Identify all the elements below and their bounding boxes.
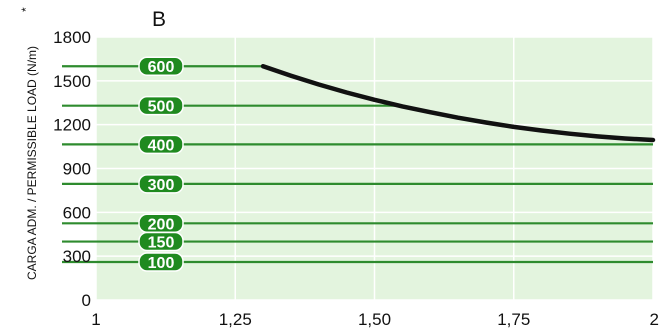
y-tick-label: 900	[63, 160, 91, 179]
y-tick-label: 600	[63, 203, 91, 222]
y-tick-label: 1200	[53, 116, 91, 135]
x-tick-label: 1,50	[358, 310, 391, 329]
reference-label-400: 400	[148, 137, 175, 154]
y-tick-label: 1500	[53, 72, 91, 91]
y-tick-label: 0	[82, 291, 91, 310]
reference-label-500: 500	[148, 99, 175, 116]
reference-label-pill	[138, 174, 184, 194]
load-curve	[260, 63, 656, 143]
y-tick-label: 300	[63, 247, 91, 266]
reference-label-pill	[138, 134, 184, 155]
reference-label-pill	[138, 252, 184, 272]
reference-label-pill	[138, 231, 184, 252]
y-axis-label: CARGA ADM. / PERMISSIBLE LOAD (N/m)	[25, 46, 39, 280]
reference-label-100: 100	[148, 255, 175, 272]
reference-label-150: 150	[148, 235, 175, 252]
x-tick-label: 1,75	[497, 310, 530, 329]
x-tick-label: 1,25	[219, 310, 252, 329]
curve-layer	[260, 63, 656, 143]
y-tick-label: 1800	[53, 28, 91, 47]
x-tick-labels: 1 1,25 1,50 1,75 2	[91, 310, 659, 329]
x-tick-label: 1	[91, 310, 100, 329]
reference-labels: 600 500 400 300 200 150 100	[138, 56, 184, 272]
reference-label-600: 600	[148, 59, 175, 76]
reference-label-pill	[138, 56, 184, 76]
reference-label-300: 300	[148, 177, 175, 194]
reference-label-pill	[138, 95, 184, 116]
grid	[95, 36, 654, 301]
panel-label: B	[152, 8, 166, 31]
y-tick-labels: 0 300 600 900 1200 1500 1800	[53, 28, 91, 310]
y-axis-label-asterisk: *	[19, 7, 33, 12]
reference-label-200: 200	[148, 216, 175, 233]
x-tick-label: 2	[650, 310, 659, 329]
